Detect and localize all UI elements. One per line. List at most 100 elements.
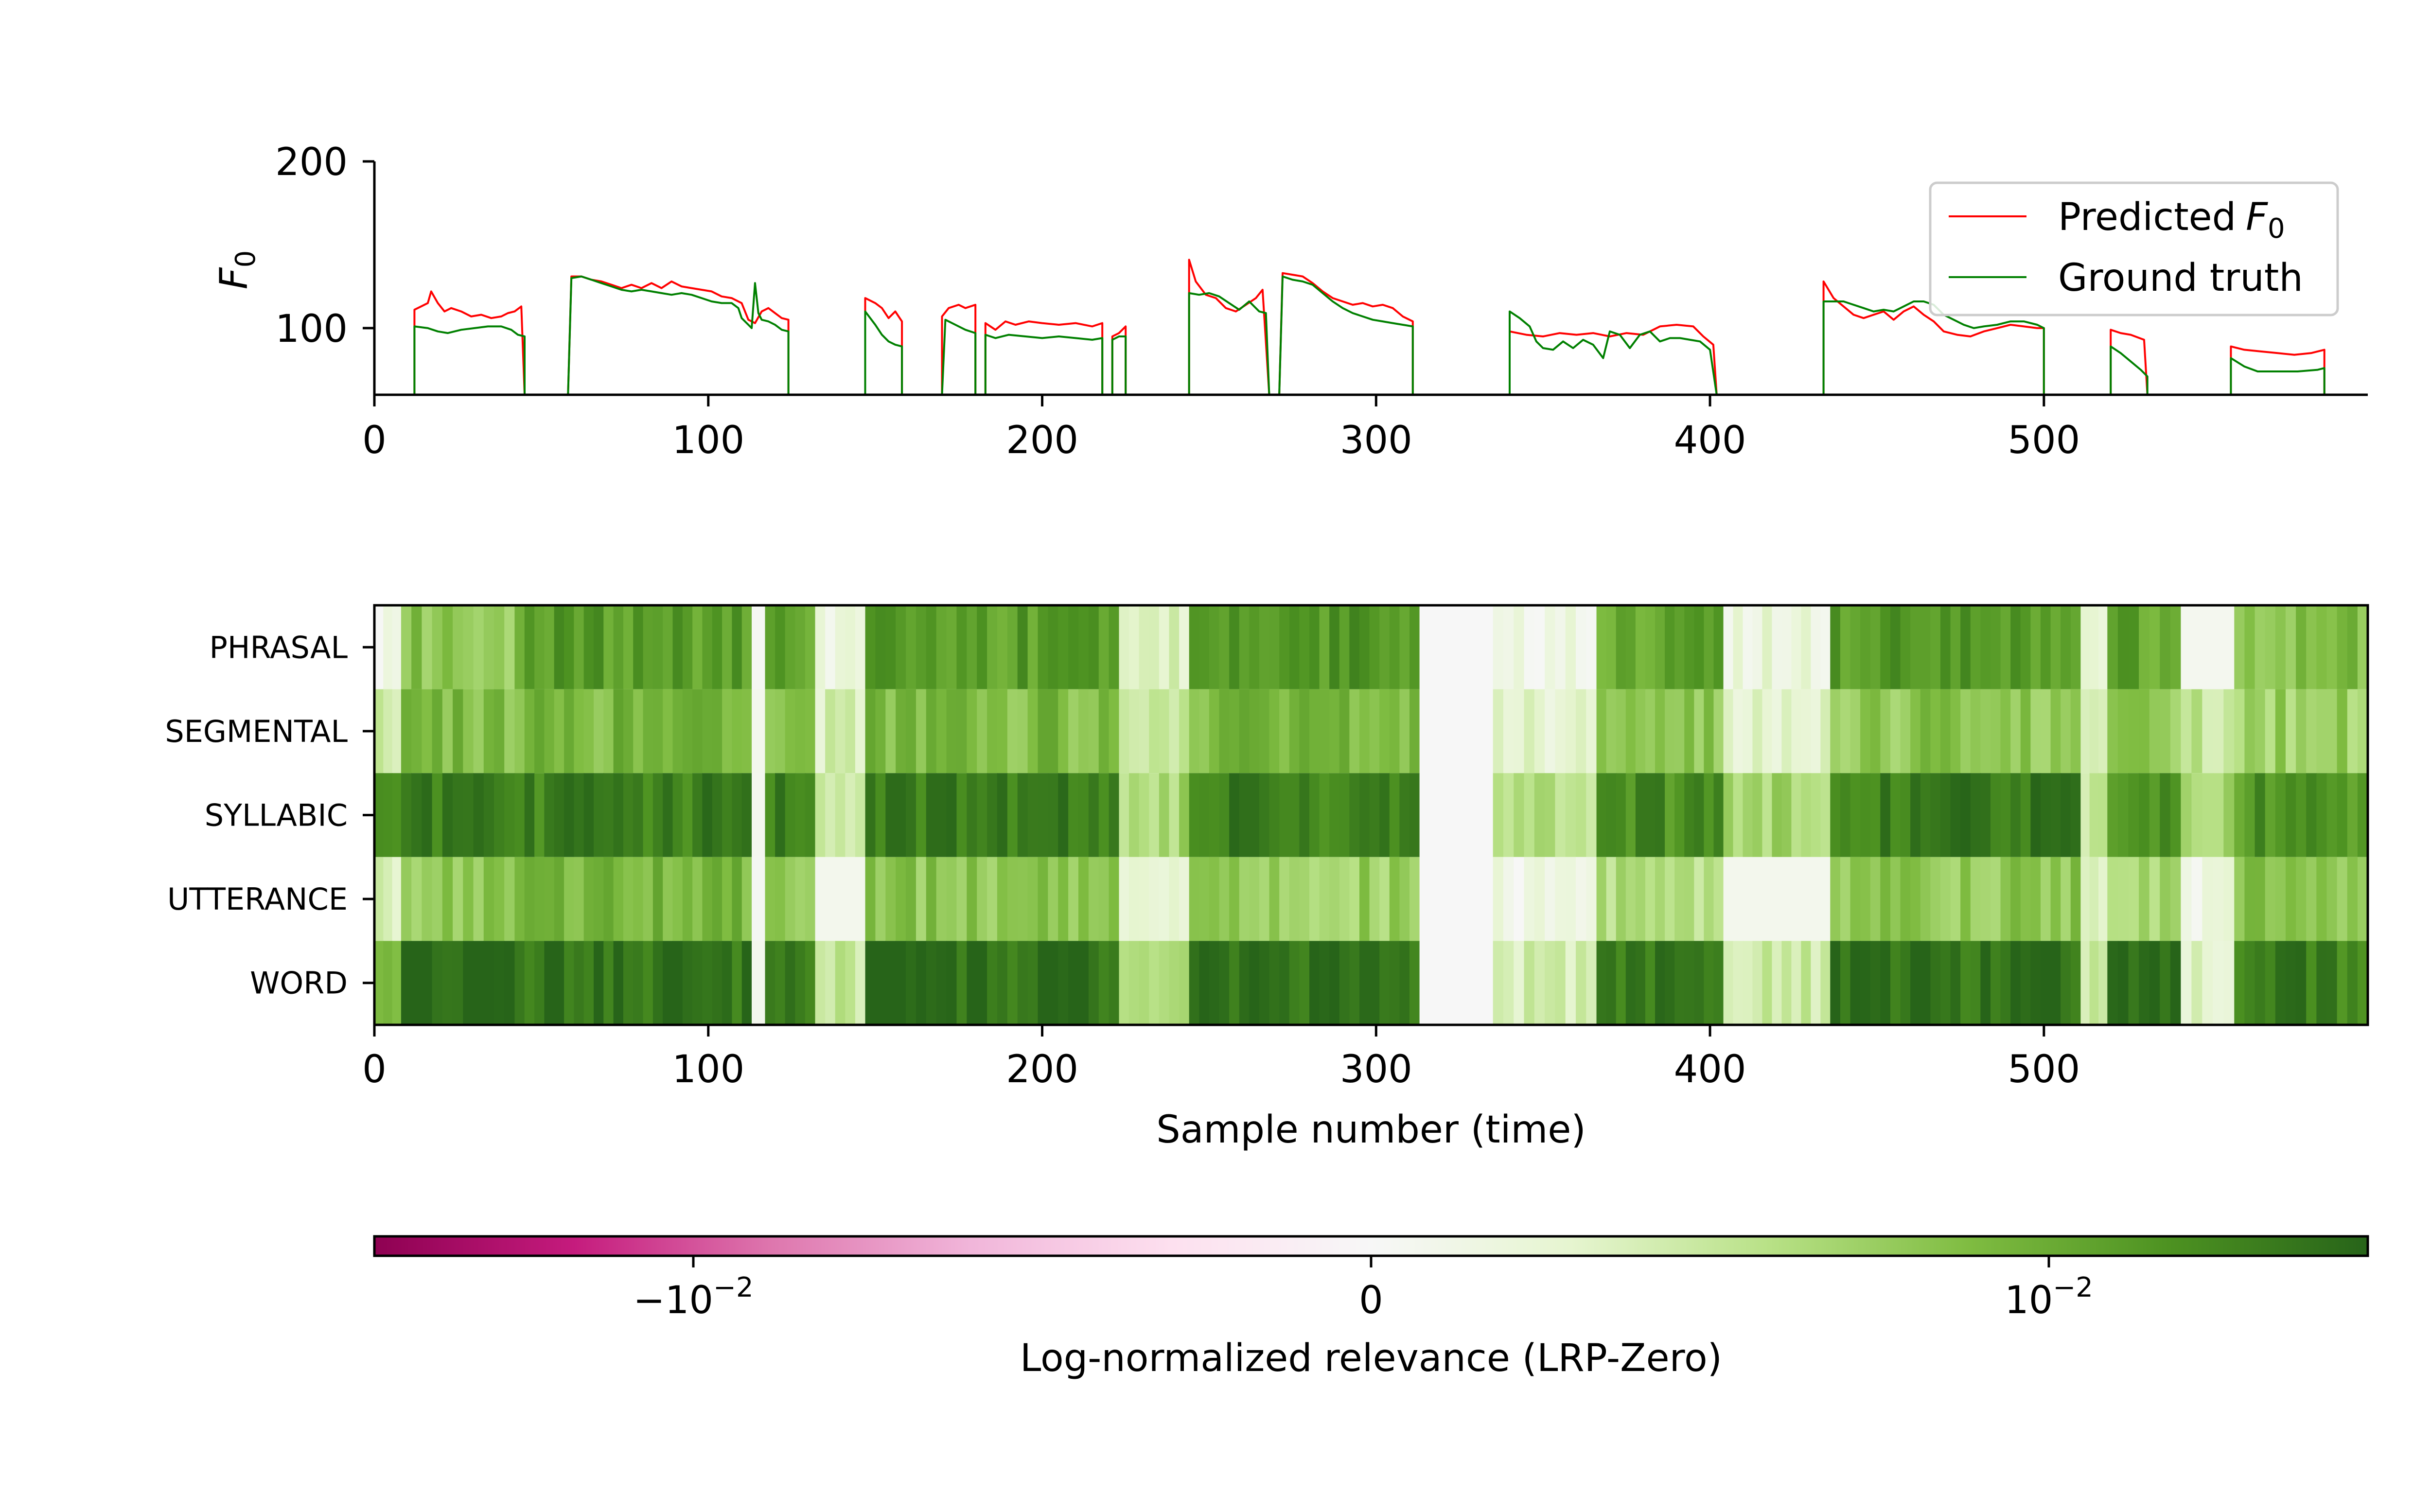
heatmap-cell [2357, 689, 2368, 774]
heatmap-cell [1259, 605, 1270, 689]
heatmap-cell [1596, 773, 1607, 857]
heatmap-cell [916, 689, 927, 774]
heatmap-cell [663, 689, 673, 774]
heatmap-cell [1119, 941, 1129, 1025]
heatmap-cell [805, 857, 816, 941]
ground-truth-f0-line [1822, 300, 2045, 395]
predicted-f0-line [2230, 345, 2325, 395]
heatmap-cell [1109, 857, 1120, 941]
heatmap-cell [374, 857, 384, 941]
heatmap-cell [825, 605, 836, 689]
heatmap-cell [815, 605, 826, 689]
heatmap-cell [1451, 773, 1462, 857]
heatmap-cell [432, 605, 443, 689]
heatmap-cell [1850, 689, 1861, 774]
heatmap-cell [2181, 689, 2192, 774]
heatmap-cell [1189, 773, 1200, 857]
heatmap-cell [741, 689, 752, 774]
heatmap-cell [1461, 857, 1473, 941]
heatmap-cell [652, 689, 663, 774]
heatmap-cell [2316, 689, 2327, 774]
heatmap-cell [1950, 689, 1961, 774]
heatmap-cell [1482, 605, 1494, 689]
heatmap-cell [1840, 773, 1851, 857]
heatmap-cell [1635, 605, 1646, 689]
heatmap-cell [741, 605, 752, 689]
heatmap-cell [765, 941, 775, 1025]
heatmap-cell [1645, 857, 1656, 941]
heatmap-cell [1606, 773, 1617, 857]
heatmap-cell [906, 689, 916, 774]
heatmap-cell [2070, 689, 2081, 774]
heatmap-cell [2213, 605, 2224, 689]
heatmap-cell [712, 773, 722, 857]
heatmap-cell [1524, 689, 1535, 774]
heatmap-cell [946, 857, 957, 941]
heatmap-cell [2296, 773, 2307, 857]
heatmap-cell [855, 857, 866, 941]
heatmap-cell [1339, 689, 1350, 774]
heatmap-cell [564, 605, 575, 689]
heatmap-cell [775, 941, 786, 1025]
heatmap-cell [1209, 773, 1220, 857]
colorbar-gradient [373, 1235, 2369, 1257]
heatmap-cell [2128, 605, 2139, 689]
heatmap-cell [1088, 857, 1099, 941]
heatmap-cell [1665, 605, 1675, 689]
heatmap-cell [1503, 605, 1515, 689]
heatmap-cell [1616, 941, 1626, 1025]
heatmap-cell [1369, 857, 1380, 941]
heatmap-cell [702, 773, 713, 857]
heatmap-cell [1980, 857, 1991, 941]
heatmap-cell [1733, 941, 1744, 1025]
heatmap-cell [1379, 605, 1390, 689]
heatmap-cell [1586, 605, 1597, 689]
heatmap-cell [672, 605, 683, 689]
heatmap-cell [752, 773, 766, 857]
heatmap-cell [514, 605, 525, 689]
heatmap-cell [2316, 773, 2327, 857]
heatmap-cell [1027, 857, 1039, 941]
heatmap-cell [712, 605, 722, 689]
heatmap-cell [1430, 605, 1441, 689]
heatmap-cell [2098, 605, 2108, 689]
heatmap-cell [411, 605, 423, 689]
heatmap-cell [732, 773, 742, 857]
heatmap-cell [1329, 773, 1340, 857]
heatmap-cell [2117, 605, 2129, 689]
heatmap-cell [564, 773, 575, 857]
heatmap-cell [2089, 941, 2099, 1025]
heatmap-cell [2061, 857, 2071, 941]
heatmap-cell [1743, 857, 1753, 941]
heatmap-cell [1524, 857, 1535, 941]
heatmap-cell [1772, 857, 1782, 941]
heatmap-cell [2306, 773, 2317, 857]
heatmap-cell [926, 605, 937, 689]
heatmap-cell [1129, 941, 1140, 1025]
heatmap-cell [1990, 773, 2001, 857]
heatmap-cell [1199, 857, 1210, 941]
heatmap-cell [1289, 941, 1300, 1025]
heatmap-cell [2244, 773, 2255, 857]
heatmap-cell [534, 773, 545, 857]
ground-truth-f0-line [1278, 275, 1414, 395]
heatmap-cell [1575, 773, 1587, 857]
heatmap-cell [815, 941, 826, 1025]
heatmap-cell [2202, 689, 2214, 774]
heatmap-cell [1772, 773, 1782, 857]
heatmap-cell [1635, 941, 1646, 1025]
heatmap-cell [1027, 941, 1039, 1025]
heatmap-cell [1860, 605, 1871, 689]
heatmap-cell [652, 857, 663, 941]
heatmap-cell [1860, 773, 1871, 857]
heatmap-cell [1534, 857, 1545, 941]
heatmap-cell [2265, 857, 2276, 941]
heatmap-cell [1704, 941, 1714, 1025]
heatmap-cell [672, 689, 683, 774]
heatmap-cell [1980, 773, 1991, 857]
heatmap-cell [583, 773, 594, 857]
heatmap-cell [956, 857, 968, 941]
heatmap-cell [2181, 773, 2192, 857]
heatmap-cell [1048, 941, 1059, 1025]
heatmap-cell [643, 689, 653, 774]
